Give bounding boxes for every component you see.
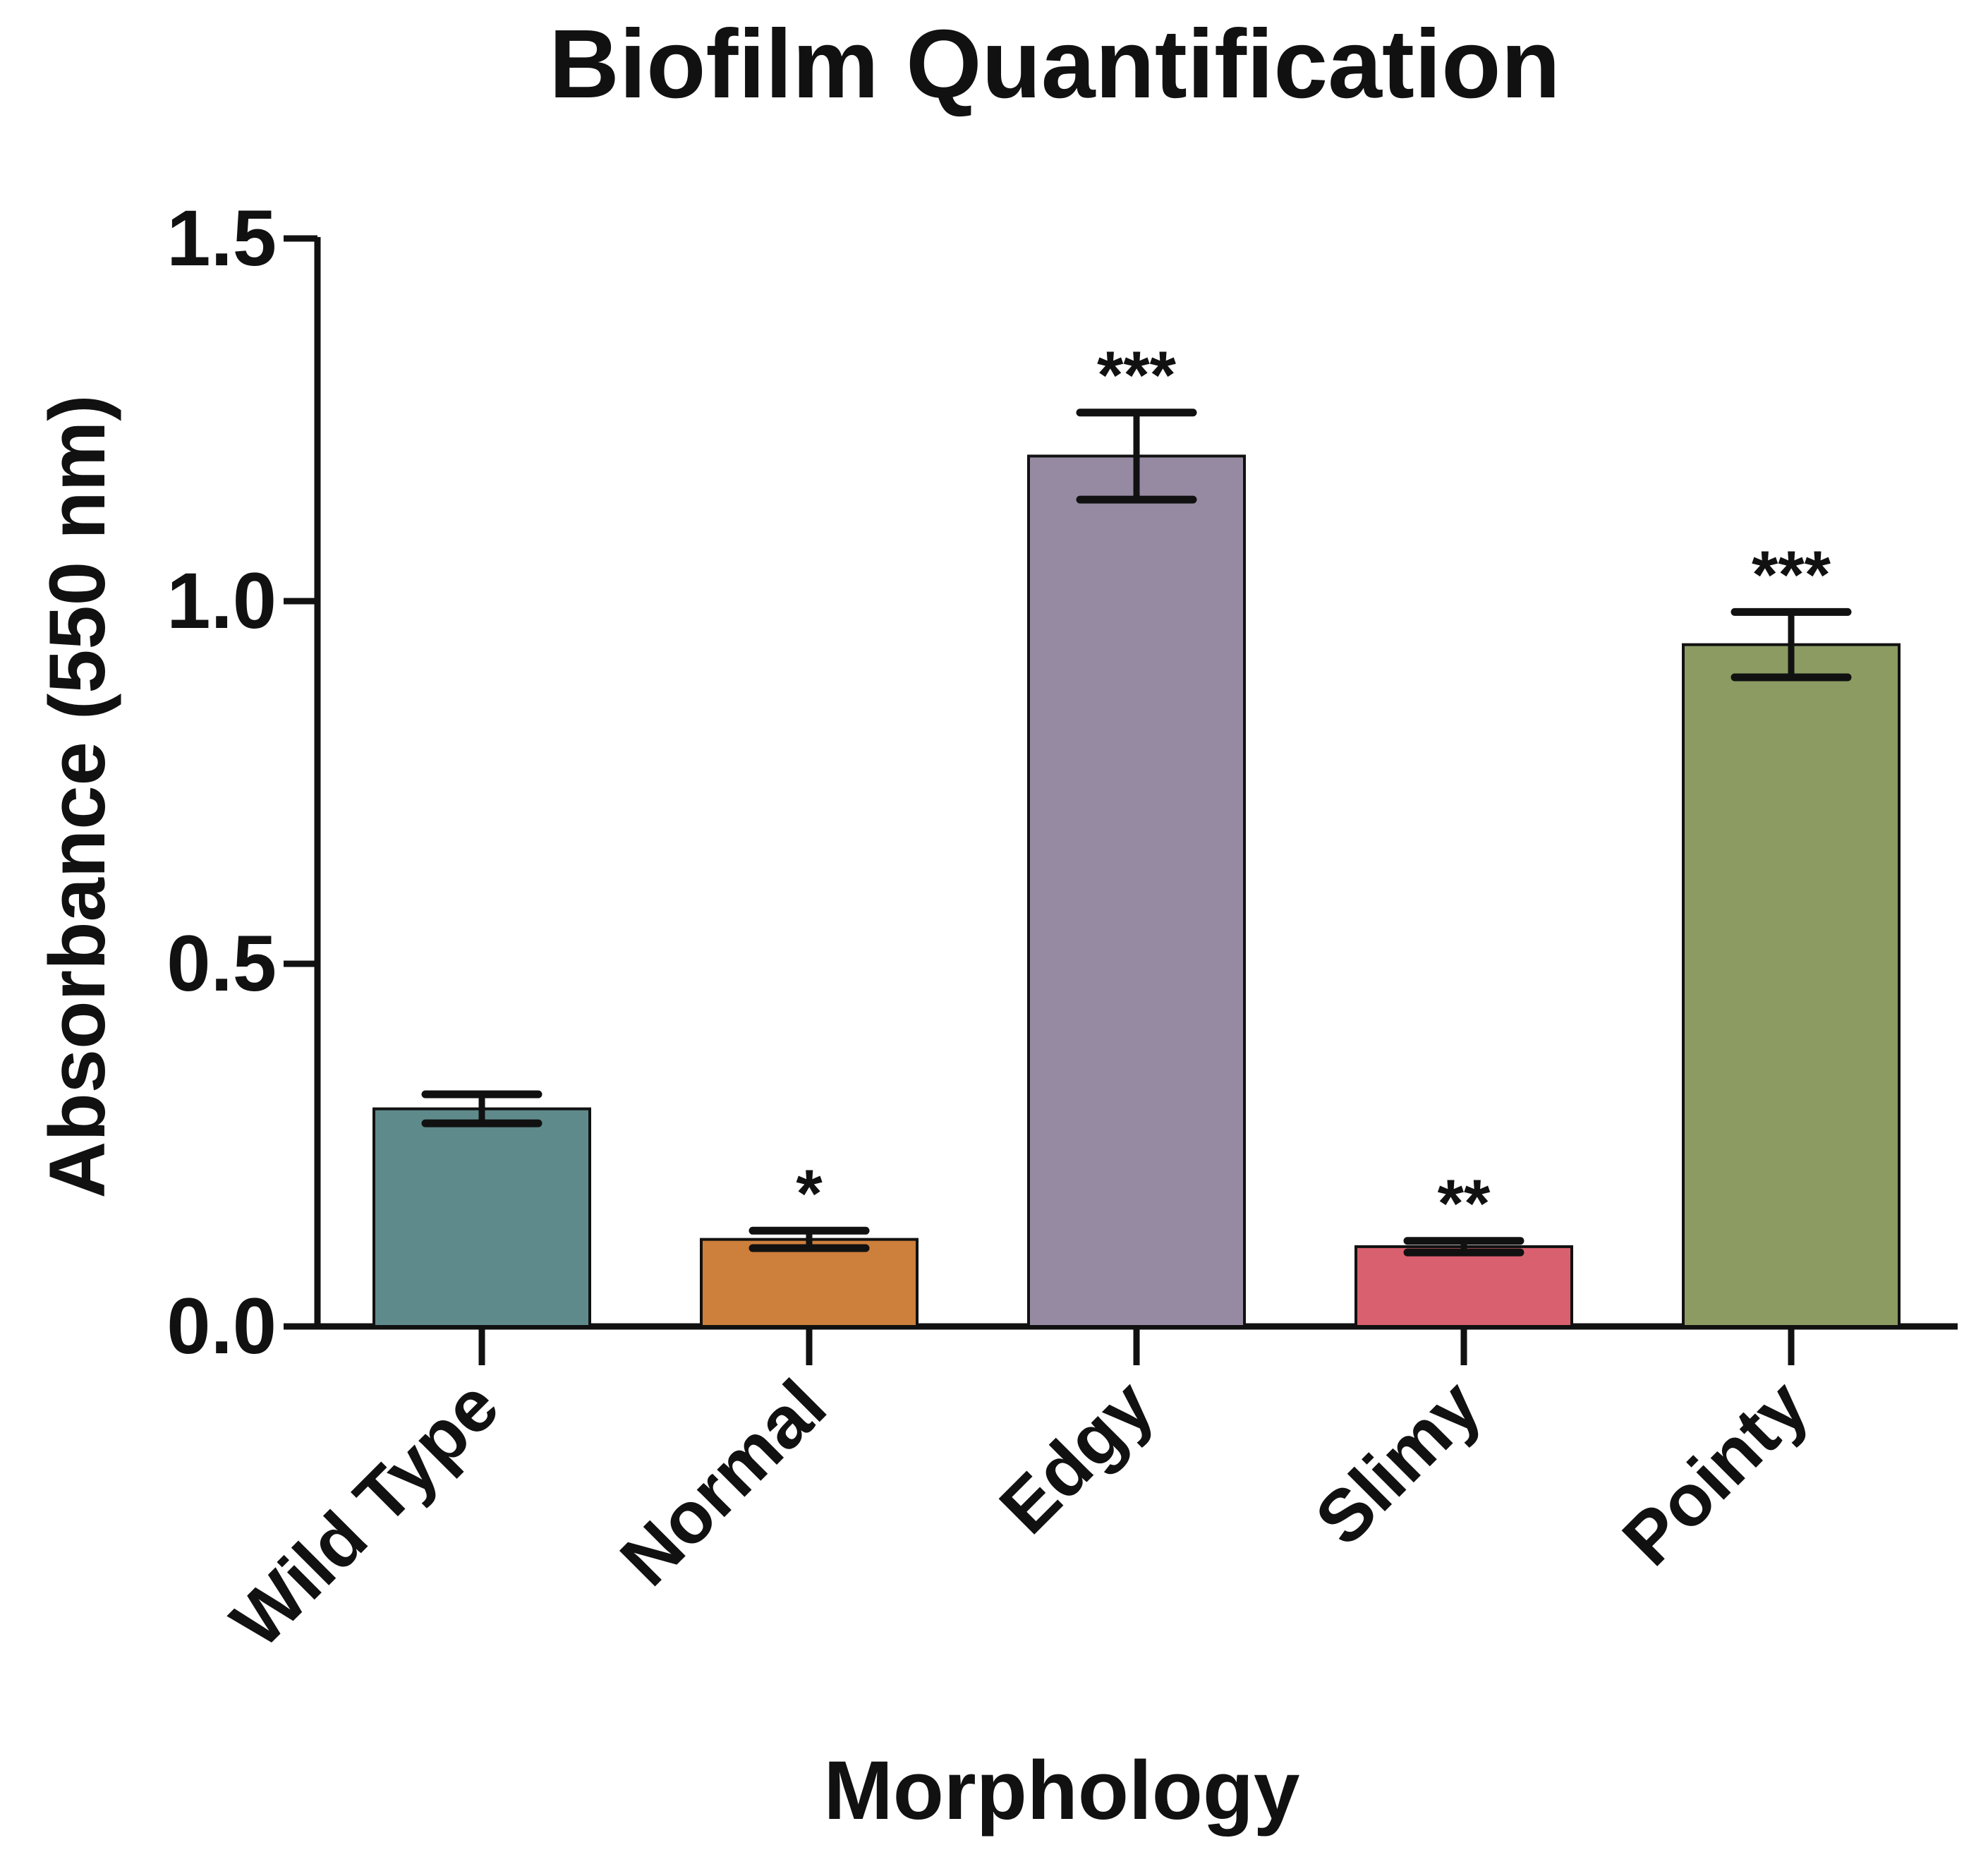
significance-label: * [796,1156,823,1231]
x-tick-label: Edgy [984,1365,1169,1549]
bar [372,1107,591,1328]
x-axis-label: Morphology [823,1744,1299,1837]
significance-label: ** [1438,1166,1491,1242]
error-bars [421,409,1852,1257]
significance-annotations: ********* [796,338,1831,1242]
bar [1027,454,1246,1328]
significance-label: *** [1752,537,1831,612]
y-axis-label: Absorbance (550 nm) [33,395,121,1199]
tick-labels: 0.0 0.5 1.0 1.5 Wild Type Normal Edgy Slimy Poin… [166,194,1824,1663]
significance-label: *** [1097,338,1177,413]
y-tick-label: 0.0 [166,1282,277,1370]
x-tick-label: Pointy [1608,1365,1824,1581]
bar [700,1238,919,1329]
x-tick-label: Wild Type [216,1365,514,1663]
bar [1682,643,1901,1328]
bars [372,454,1901,1329]
y-tick-label: 1.5 [166,194,277,282]
x-tick-label: Slimy [1300,1365,1496,1561]
y-tick-label: 1.0 [166,557,277,645]
y-tick-label: 0.5 [166,919,277,1008]
bar [1354,1245,1573,1329]
chart-title: Biofilm Quantification [549,10,1560,119]
x-tick-label: Normal [605,1365,842,1601]
